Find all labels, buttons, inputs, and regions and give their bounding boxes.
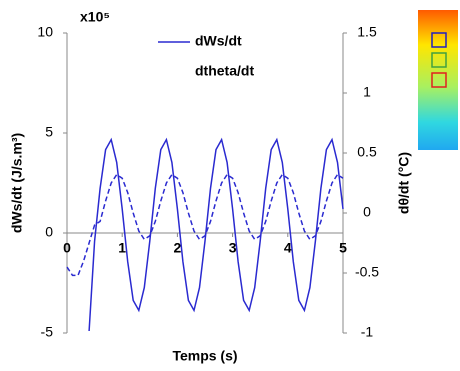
y-axis-title: dWs/dt (J/s.m³) xyxy=(9,133,25,233)
thumbnail xyxy=(418,10,458,150)
y-tick-label: 0 xyxy=(45,224,53,240)
y-multiplier: x10⁵ xyxy=(80,9,110,25)
y2-tick-label: 1.5 xyxy=(357,24,377,40)
y2-tick-label: -0.5 xyxy=(355,264,379,280)
x-tick-label: 2 xyxy=(174,240,182,256)
y2-tick-label: 1 xyxy=(363,84,371,100)
y2-tick-label: 0 xyxy=(363,204,371,220)
y-tick-label: -5 xyxy=(41,324,54,340)
x-tick-label: 3 xyxy=(229,240,237,256)
y2-tick-label: -1 xyxy=(361,324,374,340)
y-tick-label: 5 xyxy=(45,124,53,140)
y2-axis-title: dθ/dt (°C) xyxy=(396,152,412,214)
x-tick-label: 0 xyxy=(63,240,71,256)
legend-label: dWs/dt xyxy=(195,33,242,49)
y2-tick-label: 0.5 xyxy=(357,144,377,160)
y-tick-label: 10 xyxy=(37,24,53,40)
x-tick-label: 5 xyxy=(339,240,347,256)
series-line xyxy=(66,173,344,277)
x-tick-label: 1 xyxy=(118,240,126,256)
series-line xyxy=(88,137,344,332)
legend-label: dtheta/dt xyxy=(195,63,254,79)
x-tick-label: 4 xyxy=(284,240,292,256)
x-axis-title: Temps (s) xyxy=(172,348,237,364)
